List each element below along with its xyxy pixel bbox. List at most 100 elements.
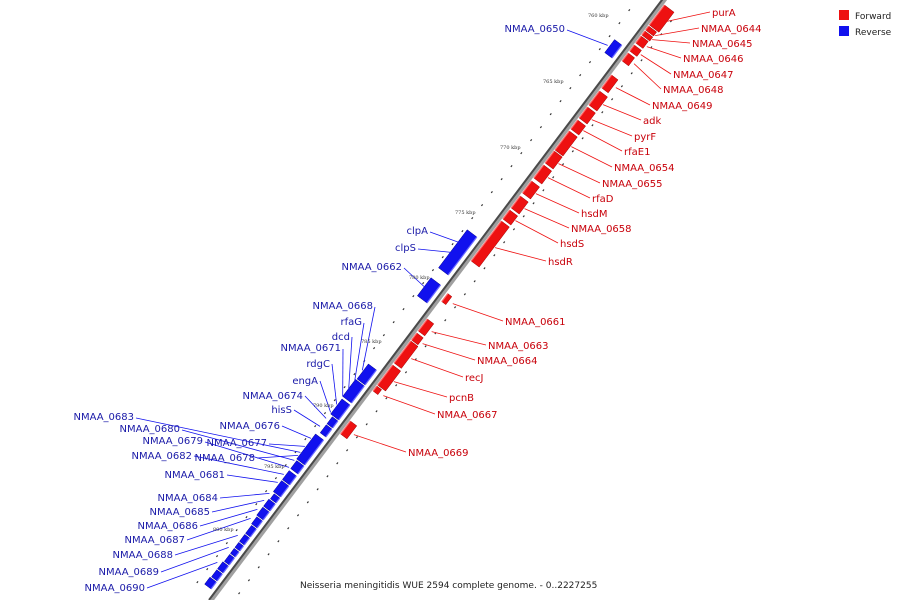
scale-tick xyxy=(333,398,336,402)
scale-tick xyxy=(206,567,209,571)
gene-block-highlight xyxy=(447,236,478,276)
gene-label[interactable]: NMAA_0687 xyxy=(124,535,185,546)
tick-label: 790 kbp xyxy=(313,403,334,409)
scale-tick xyxy=(598,47,601,51)
gene-block-highlight xyxy=(304,439,325,466)
scale-tick xyxy=(392,320,395,324)
forward-leader-line xyxy=(431,331,487,346)
gene-label[interactable]: NMAA_0676 xyxy=(219,421,280,432)
gene-label[interactable]: rfaD xyxy=(592,194,614,205)
gene-label[interactable]: rfaE1 xyxy=(624,147,650,158)
gene-label[interactable]: NMAA_0682 xyxy=(131,451,192,462)
gene-label[interactable]: NMAA_0664 xyxy=(477,356,538,367)
scale-tick xyxy=(215,554,219,558)
gene-label[interactable]: NMAA_0654 xyxy=(614,163,675,174)
tick-label: 770 kbp xyxy=(500,145,521,151)
reverse-leader-line xyxy=(193,455,284,475)
gene-label[interactable]: NMAA_0661 xyxy=(505,317,566,328)
gene-label[interactable]: hisS xyxy=(271,405,292,416)
reverse-leader-line xyxy=(181,429,295,461)
reverse-leader-line xyxy=(211,499,265,513)
gene-label[interactable]: hsdM xyxy=(581,209,608,220)
scale-tick xyxy=(552,176,555,179)
scale-tick xyxy=(490,190,493,194)
gene-block-highlight xyxy=(275,497,281,504)
reverse-leader-line xyxy=(319,380,331,413)
gene-label[interactable]: NMAA_0671 xyxy=(280,343,341,354)
gene-label[interactable]: NMAA_0658 xyxy=(571,224,632,235)
forward-leader-line xyxy=(411,358,464,378)
scale-tick xyxy=(323,411,327,415)
reverse-leader-line xyxy=(256,454,299,459)
gene-block-highlight xyxy=(350,385,365,404)
gene-label[interactable]: NMAA_0683 xyxy=(73,412,134,423)
gene-label[interactable]: NMAA_0685 xyxy=(149,507,210,518)
gene-label[interactable]: NMAA_0679 xyxy=(142,436,203,447)
gene-label[interactable]: NMAA_0667 xyxy=(437,410,498,421)
gene-label[interactable]: NMAA_0690 xyxy=(84,583,145,594)
gene-label[interactable]: NMAA_0663 xyxy=(488,341,549,352)
gene-label[interactable]: NMAA_0647 xyxy=(673,70,734,81)
scale-tick xyxy=(559,99,562,103)
gene-label[interactable]: NMAA_0649 xyxy=(652,101,713,112)
scale-tick xyxy=(444,319,447,322)
gene-label[interactable]: NMAA_0677 xyxy=(206,438,267,449)
scale-tick xyxy=(267,553,270,556)
gene-label[interactable]: NMAA_0680 xyxy=(119,424,180,435)
gene-label[interactable]: NMAA_0686 xyxy=(137,521,198,532)
gene-label[interactable]: NMAA_0650 xyxy=(504,24,565,35)
gene-label[interactable]: NMAA_0648 xyxy=(663,85,724,96)
gene-label[interactable]: NMAA_0669 xyxy=(408,448,469,459)
forward-leader-line xyxy=(602,104,642,121)
gene-label[interactable]: NMAA_0645 xyxy=(692,39,753,50)
gene-label[interactable]: hsdS xyxy=(560,239,584,250)
scale-tick xyxy=(588,60,592,64)
gene-label[interactable]: NMAA_0668 xyxy=(312,301,373,312)
scale-tick xyxy=(235,528,238,532)
gene-label[interactable]: rfaG xyxy=(340,317,362,328)
scale-tick xyxy=(326,475,329,478)
forward-leader-line xyxy=(494,247,547,262)
scale-tick xyxy=(422,281,425,285)
forward-leader-line xyxy=(583,130,623,152)
gene-label[interactable]: NMAA_0662 xyxy=(341,262,402,273)
gene-block-highlight xyxy=(234,551,240,558)
map-caption: Neisseria meningitidis WUE 2594 complete… xyxy=(300,581,597,591)
reverse-leader-line xyxy=(204,441,290,468)
gene-label[interactable]: purA xyxy=(712,8,736,19)
gene-label[interactable]: NMAA_0644 xyxy=(701,24,762,35)
scale-tick xyxy=(571,150,574,153)
legend-label-reverse: Reverse xyxy=(855,28,892,38)
gene-label[interactable]: recJ xyxy=(465,373,484,384)
gene-label[interactable]: NMAA_0681 xyxy=(164,470,225,481)
gene-block-highlight xyxy=(601,74,613,89)
gene-label[interactable]: NMAA_0678 xyxy=(194,453,255,464)
gene-block-highlight xyxy=(332,420,339,429)
gene-label[interactable]: NMAA_0674 xyxy=(242,391,303,402)
gene-label[interactable]: NMAA_0646 xyxy=(683,54,744,65)
scale-tick xyxy=(306,501,309,504)
gene-label[interactable]: hsdR xyxy=(548,257,573,268)
gene-label[interactable]: clpS xyxy=(395,243,416,254)
forward-leader-line xyxy=(633,63,662,90)
scale-tick xyxy=(336,462,339,465)
scale-tick xyxy=(461,229,464,233)
gene-block-highlight xyxy=(377,364,394,386)
gene-label[interactable]: NMAA_0688 xyxy=(112,550,173,561)
gene-block-highlight xyxy=(222,565,229,574)
gene-label[interactable]: NMAA_0689 xyxy=(98,567,159,578)
gene-label[interactable]: dcd xyxy=(332,332,350,343)
gene-block-highlight xyxy=(210,581,217,590)
scale-tick xyxy=(591,124,594,127)
scale-tick xyxy=(441,255,444,259)
gene-label[interactable]: engA xyxy=(292,376,318,387)
gene-label[interactable]: adk xyxy=(643,116,661,127)
reverse-leader-line xyxy=(348,336,353,389)
gene-label[interactable]: NMAA_0655 xyxy=(602,179,663,190)
reverse-leader-line xyxy=(226,474,278,483)
gene-label[interactable]: pyrF xyxy=(634,132,656,143)
gene-label[interactable]: NMAA_0684 xyxy=(157,493,218,504)
gene-label[interactable]: clpA xyxy=(407,226,429,237)
gene-label[interactable]: rdgC xyxy=(306,359,330,370)
gene-label[interactable]: pcnB xyxy=(449,393,474,404)
